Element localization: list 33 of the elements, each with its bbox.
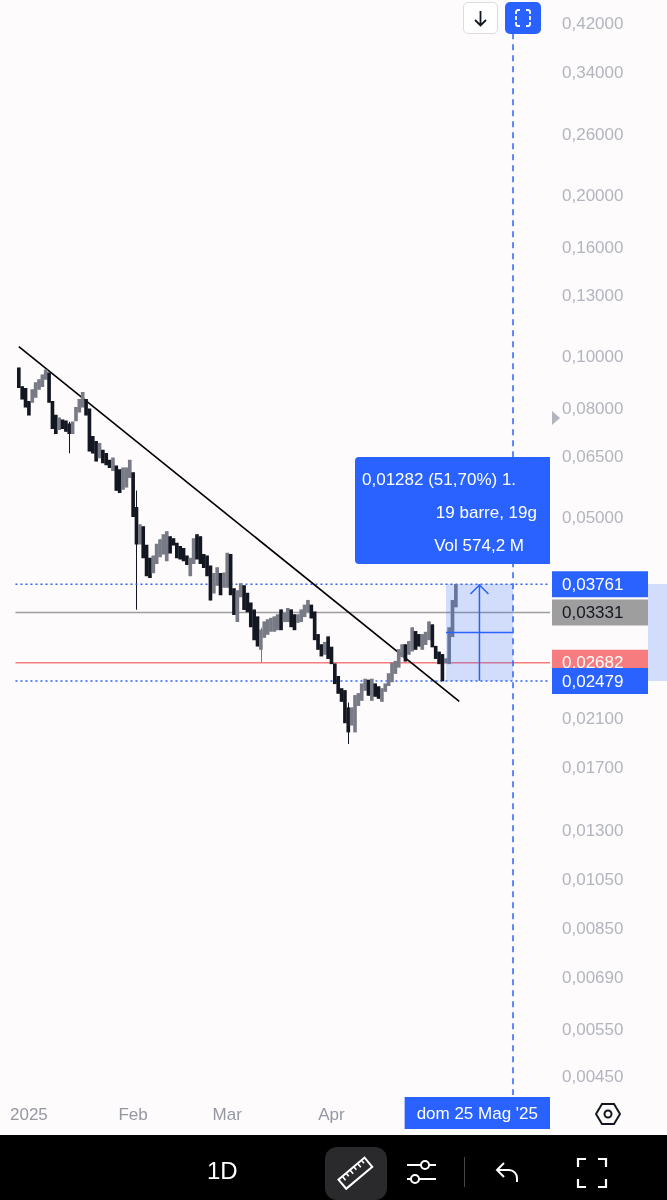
annotation: 19 barre, 19g: [434, 502, 538, 525]
y-tick-label: 0,05000: [562, 507, 624, 527]
y-tick-label: 0,01050: [562, 870, 624, 890]
y-tick-label: 0,00450: [562, 1067, 624, 1086]
ref-line-label: 0,02682: [562, 653, 624, 673]
y-tick-label: 0,20000: [562, 185, 624, 205]
y-tick-label: 0,26000: [562, 124, 624, 144]
x-tick-label: Feb: [118, 1104, 148, 1124]
x-tick-label: Apr: [318, 1104, 346, 1124]
ref-line-label: 0,03331: [562, 603, 624, 623]
x-tick-label: 2025: [10, 1104, 48, 1124]
y-tick-label: 0,01300: [562, 820, 624, 840]
annotation: Vol 574,2 M: [433, 535, 525, 558]
ref-line-label: 0,03761: [562, 574, 624, 594]
y-tick-label: 0,00550: [562, 1020, 624, 1040]
y-tick-label: 0,10000: [562, 346, 624, 366]
y-tick-label: 0,08000: [562, 398, 624, 418]
y-tick-label: 0,13000: [562, 285, 624, 305]
candlestick: [427, 621, 431, 641]
annotation: 0,01282 (51,70%) 1.: [361, 469, 518, 492]
y-tick-label: 0,01700: [562, 758, 624, 778]
y-tick-label: 0,16000: [562, 237, 624, 257]
candlestick: [121, 467, 125, 490]
text: 1D: [207, 1157, 238, 1185]
y-tick-label: 0,42000: [562, 13, 624, 33]
y-tick-label: 0,34000: [562, 62, 624, 82]
y-tick-label: 0,06500: [562, 446, 624, 466]
x-tick-label: Mar: [212, 1104, 243, 1124]
y-tick-label: 0,00850: [562, 919, 624, 939]
ref-line-label: 0,02479: [562, 671, 624, 691]
y-tick-label: 0,02100: [562, 709, 624, 729]
ref-line-label: dom 25 Mag '25: [416, 1103, 538, 1123]
y-tick-label: 0,00690: [562, 967, 624, 987]
